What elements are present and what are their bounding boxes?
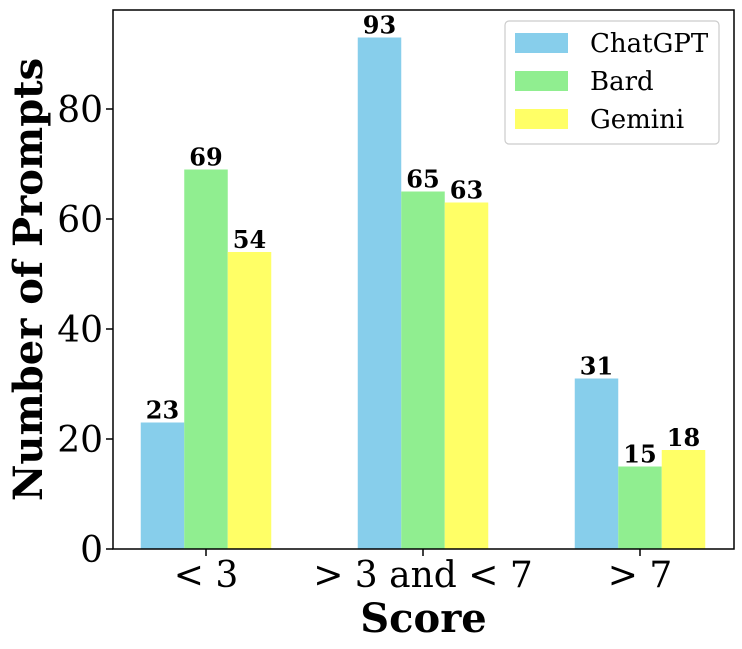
bar-chatgpt-1 — [357, 37, 402, 549]
y-axis-ticks: 0 20 40 60 80 — [57, 90, 113, 571]
y-tick-label: 40 — [57, 310, 103, 351]
y-tick-label: 60 — [57, 200, 103, 241]
bar-gemini-0 — [227, 252, 272, 549]
x-axis-ticks: < 3 > 3 and < 7 > 7 — [174, 549, 673, 596]
y-tick-label: 80 — [57, 90, 103, 131]
legend-label-chatgpt: ChatGPT — [590, 29, 709, 59]
legend-label-bard: Bard — [590, 67, 654, 97]
x-tick-label: > 3 and < 7 — [313, 555, 533, 596]
bar-chatgpt-2 — [574, 378, 619, 549]
bar-value-label: 63 — [450, 176, 483, 205]
y-axis-title: Number of Prompts — [5, 58, 52, 501]
bar-value-label: 23 — [146, 396, 179, 425]
bar-bard-1 — [401, 191, 445, 549]
bar-gemini-2 — [661, 450, 706, 549]
y-tick-label: 20 — [57, 420, 103, 461]
bar-chatgpt-0 — [140, 422, 185, 549]
legend-swatch-bard — [515, 71, 568, 91]
x-tick-label: < 3 — [174, 555, 239, 596]
bar-value-label: 65 — [406, 165, 439, 194]
bar-value-label: 69 — [189, 143, 222, 172]
legend-label-gemini: Gemini — [590, 105, 684, 135]
y-tick-label: 0 — [80, 530, 103, 571]
bar-bard-2 — [618, 466, 662, 549]
bars-group — [140, 37, 706, 549]
legend-swatch-gemini — [515, 109, 568, 129]
bar-gemini-1 — [444, 202, 489, 549]
legend: ChatGPT Bard Gemini — [504, 20, 720, 145]
bar-labels-group: 23 69 54 93 65 63 31 15 18 — [146, 11, 700, 469]
bar-value-label: 15 — [623, 440, 656, 469]
legend-swatch-chatgpt — [515, 33, 568, 53]
bar-value-label: 31 — [580, 352, 613, 381]
bar-value-label: 54 — [233, 225, 266, 254]
x-axis-title: Score — [360, 595, 486, 642]
bar-value-label: 18 — [667, 423, 700, 452]
bar-bard-0 — [184, 169, 228, 549]
bar-value-label: 93 — [363, 11, 396, 40]
x-tick-label: > 7 — [608, 555, 673, 596]
